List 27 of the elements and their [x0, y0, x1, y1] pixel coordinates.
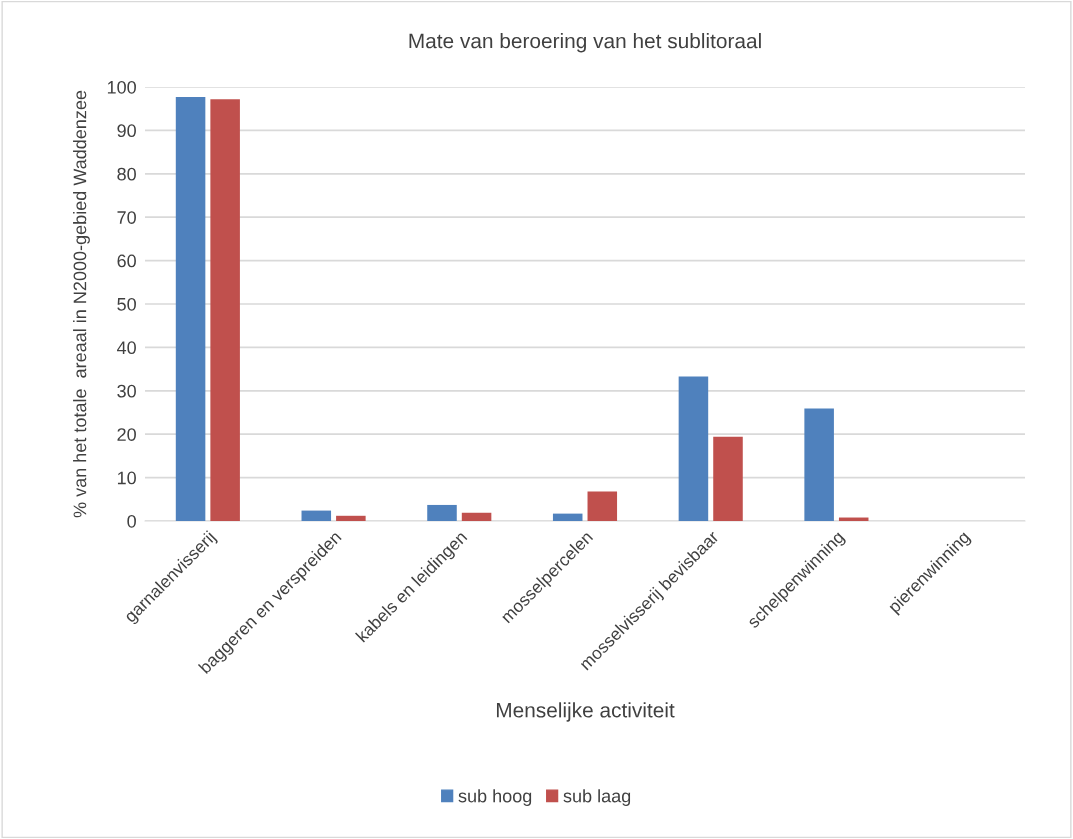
- y-tick-label: 70: [117, 211, 136, 224]
- y-tick-label: 30: [117, 384, 136, 398]
- y-tick-label: 10: [117, 471, 136, 485]
- legend-label: sub hoog: [458, 789, 532, 806]
- y-tick-label: 100: [107, 80, 136, 94]
- bar: [713, 436, 743, 521]
- y-tick-label: 20: [117, 428, 136, 441]
- bar: [587, 491, 618, 521]
- bar: [427, 504, 457, 521]
- bar: [552, 513, 583, 521]
- y-tick-label: 80: [117, 167, 136, 181]
- y-tick-label: 40: [117, 341, 136, 355]
- y-tick-label: 90: [117, 124, 136, 138]
- y-tick-label: 50: [117, 297, 136, 311]
- x-axis-title: Menselijke activiteit: [496, 702, 675, 722]
- bar: [461, 512, 492, 521]
- bar: [210, 99, 240, 521]
- legend-label: sub laag: [563, 789, 631, 806]
- bar: [678, 376, 709, 521]
- bar: [301, 510, 332, 521]
- y-tick-label: 60: [117, 254, 136, 268]
- bar: [336, 515, 366, 521]
- y-axis-title: % van het totale areaal in N2000-gebied Waddenzee: [73, 90, 90, 518]
- y-tick-label: 0: [127, 514, 136, 528]
- bar: [804, 408, 834, 521]
- bar: [175, 96, 206, 521]
- chart-title: Mate van beroering van het sublitoraal: [409, 33, 761, 53]
